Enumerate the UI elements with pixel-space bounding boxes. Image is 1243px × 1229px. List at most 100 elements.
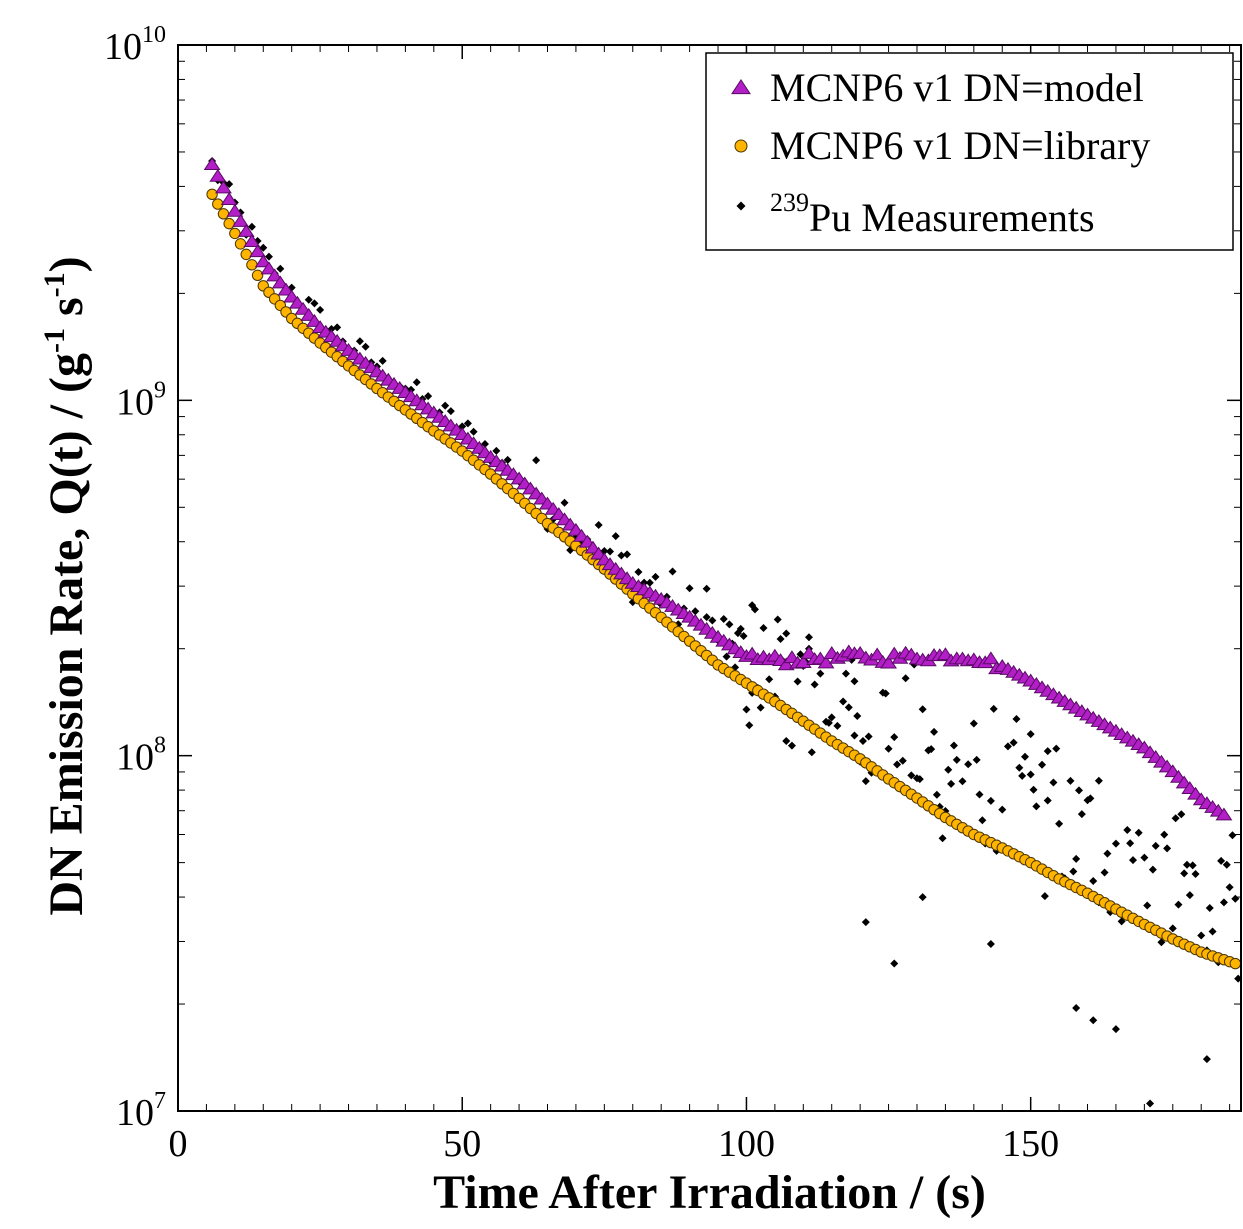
measurement-point [1052,744,1061,753]
measurement-point [824,718,833,727]
measurement-point [333,323,342,332]
measurement-point [316,305,325,314]
measurement-point [702,613,711,622]
measurement-point [458,422,467,431]
measurement-point [915,775,924,784]
library-point [229,227,241,240]
measurement-point [989,704,998,713]
measurement-point [833,721,842,730]
y-axis-title-sup1: -1 [38,328,71,353]
measurement-point [938,834,947,843]
measurement-point [361,342,370,351]
measurement-point [480,440,489,449]
measurement-point [986,796,995,805]
measurement-point [918,705,927,714]
model-point [243,234,261,248]
measurement-point [1228,831,1237,840]
measurement-point [736,624,745,633]
measurement-point [861,918,870,927]
measurement-point [1146,1099,1155,1108]
measurement-point [844,703,853,712]
measurement-point [1217,856,1226,865]
measurement-point [1205,904,1214,913]
measurement-point [492,446,501,455]
model-point [880,655,897,669]
measurement-point [725,620,734,629]
legend-marker-measurements [736,201,746,211]
measurement-point [1043,796,1052,805]
measurement-point [1055,819,1064,828]
x-tick-label: 100 [718,1123,775,1165]
measurement-point [986,940,995,949]
measurement-point [1197,931,1206,940]
measurement-point [978,816,987,825]
series-measurements [208,156,1243,1108]
measurement-point [947,779,956,788]
measurement-point [1126,839,1135,848]
measurement-point [1163,844,1172,853]
measurement-point [893,760,902,769]
y-tick-label-exp: 10 [142,22,166,48]
measurement-point [378,356,387,365]
measurement-point [469,427,478,436]
measurement-point [969,719,978,728]
measurement-point [864,732,873,741]
measurement-point [1020,752,1029,761]
measurement-point [765,675,774,684]
measurement-point [1180,869,1189,878]
y-tick-label: 107 [116,1088,166,1134]
measurement-point [884,744,893,753]
x-tick-label: 150 [1002,1123,1059,1165]
measurement-point [702,584,711,593]
measurement-point [881,689,890,698]
legend-label-measurements-name: Pu Measurements [809,195,1095,240]
measurement-point [651,572,660,581]
measurement-point [412,378,421,387]
measurement-point [782,736,791,745]
measurement-point [668,567,677,576]
measurement-point [1148,865,1157,874]
measurement-point [503,455,512,464]
measurement-point [1012,715,1021,724]
library-point [217,208,230,220]
measurement-point [944,765,953,774]
measurement-point [1182,860,1191,869]
measurement-point [1111,839,1120,848]
measurement-point [1072,1003,1081,1012]
measurement-point [424,392,433,401]
legend-marker-library [734,139,748,153]
y-axis-title: DN Emission Rate, Q(t) / (g-1 s-1) [38,256,93,915]
model-point [271,275,289,289]
measurement-point [225,180,234,189]
y-axis-title-suffix: ) [40,256,93,272]
measurement-point [719,615,728,624]
model-point [277,282,295,296]
measurement-point [1128,856,1137,865]
measurement-point [1222,860,1231,869]
measurement-point [949,741,958,750]
measurement-point [276,264,285,273]
measurement-point [998,805,1007,814]
measurement-point [964,760,973,769]
model-point [777,657,795,671]
plot-frame [177,44,1242,1112]
y-tick-label-base: 10 [116,381,154,423]
model-point [232,213,249,227]
measurement-point [756,703,765,712]
measurement-point [645,578,654,587]
measurement-point [745,721,754,730]
measurement-point [1066,776,1075,785]
measurement-point [1140,853,1149,862]
measurement-point [850,731,859,740]
measurement-point [1177,810,1186,819]
measurement-point [932,790,941,799]
measurement-point [304,295,313,304]
measurement-point [1049,778,1058,787]
model-point [254,254,272,268]
measurement-point [264,252,273,261]
library-point [206,188,218,201]
series-model [203,157,1233,821]
library-point [251,269,264,282]
measurement-point [1038,760,1047,769]
